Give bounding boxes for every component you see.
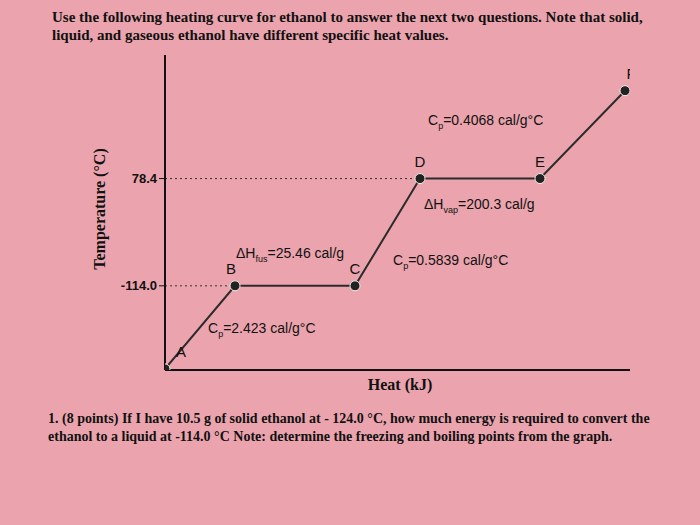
html-text:Cp=0.5839 cal/g°C: Cp=0.5839 cal/g°C xyxy=(393,252,509,271)
svg-text:D: D xyxy=(415,153,426,170)
html-text:Temperature (°C): Temperature (°C) xyxy=(91,148,108,270)
html-text:Heat (kJ): Heat (kJ) xyxy=(367,376,433,393)
svg-text:E: E xyxy=(535,153,545,170)
svg-text:F: F xyxy=(626,65,630,82)
html-text:ΔHvap=200.3 cal/g: ΔHvap=200.3 cal/g xyxy=(424,196,535,215)
html-text:1. (8 points) If I have 10.5 g: 1. (8 points) If I have 10.5 g of solid … xyxy=(48,411,650,444)
svg-text:-114.0: -114.0 xyxy=(121,278,157,293)
html-text:Cp=2.423 cal/g°C: Cp=2.423 cal/g°C xyxy=(208,320,316,339)
html-text:Cp=0.4068 cal/g°C: Cp=0.4068 cal/g°C xyxy=(428,112,544,131)
html-text:Use the following heating curv: Use the following heating curve for etha… xyxy=(52,9,643,43)
html-text:ΔHfus=25.46 cal/g: ΔHfus=25.46 cal/g xyxy=(236,245,345,264)
svg-text:C: C xyxy=(350,260,361,277)
svg-text:B: B xyxy=(226,260,236,277)
svg-text:78.4: 78.4 xyxy=(132,171,158,186)
svg-text:A: A xyxy=(176,343,186,360)
